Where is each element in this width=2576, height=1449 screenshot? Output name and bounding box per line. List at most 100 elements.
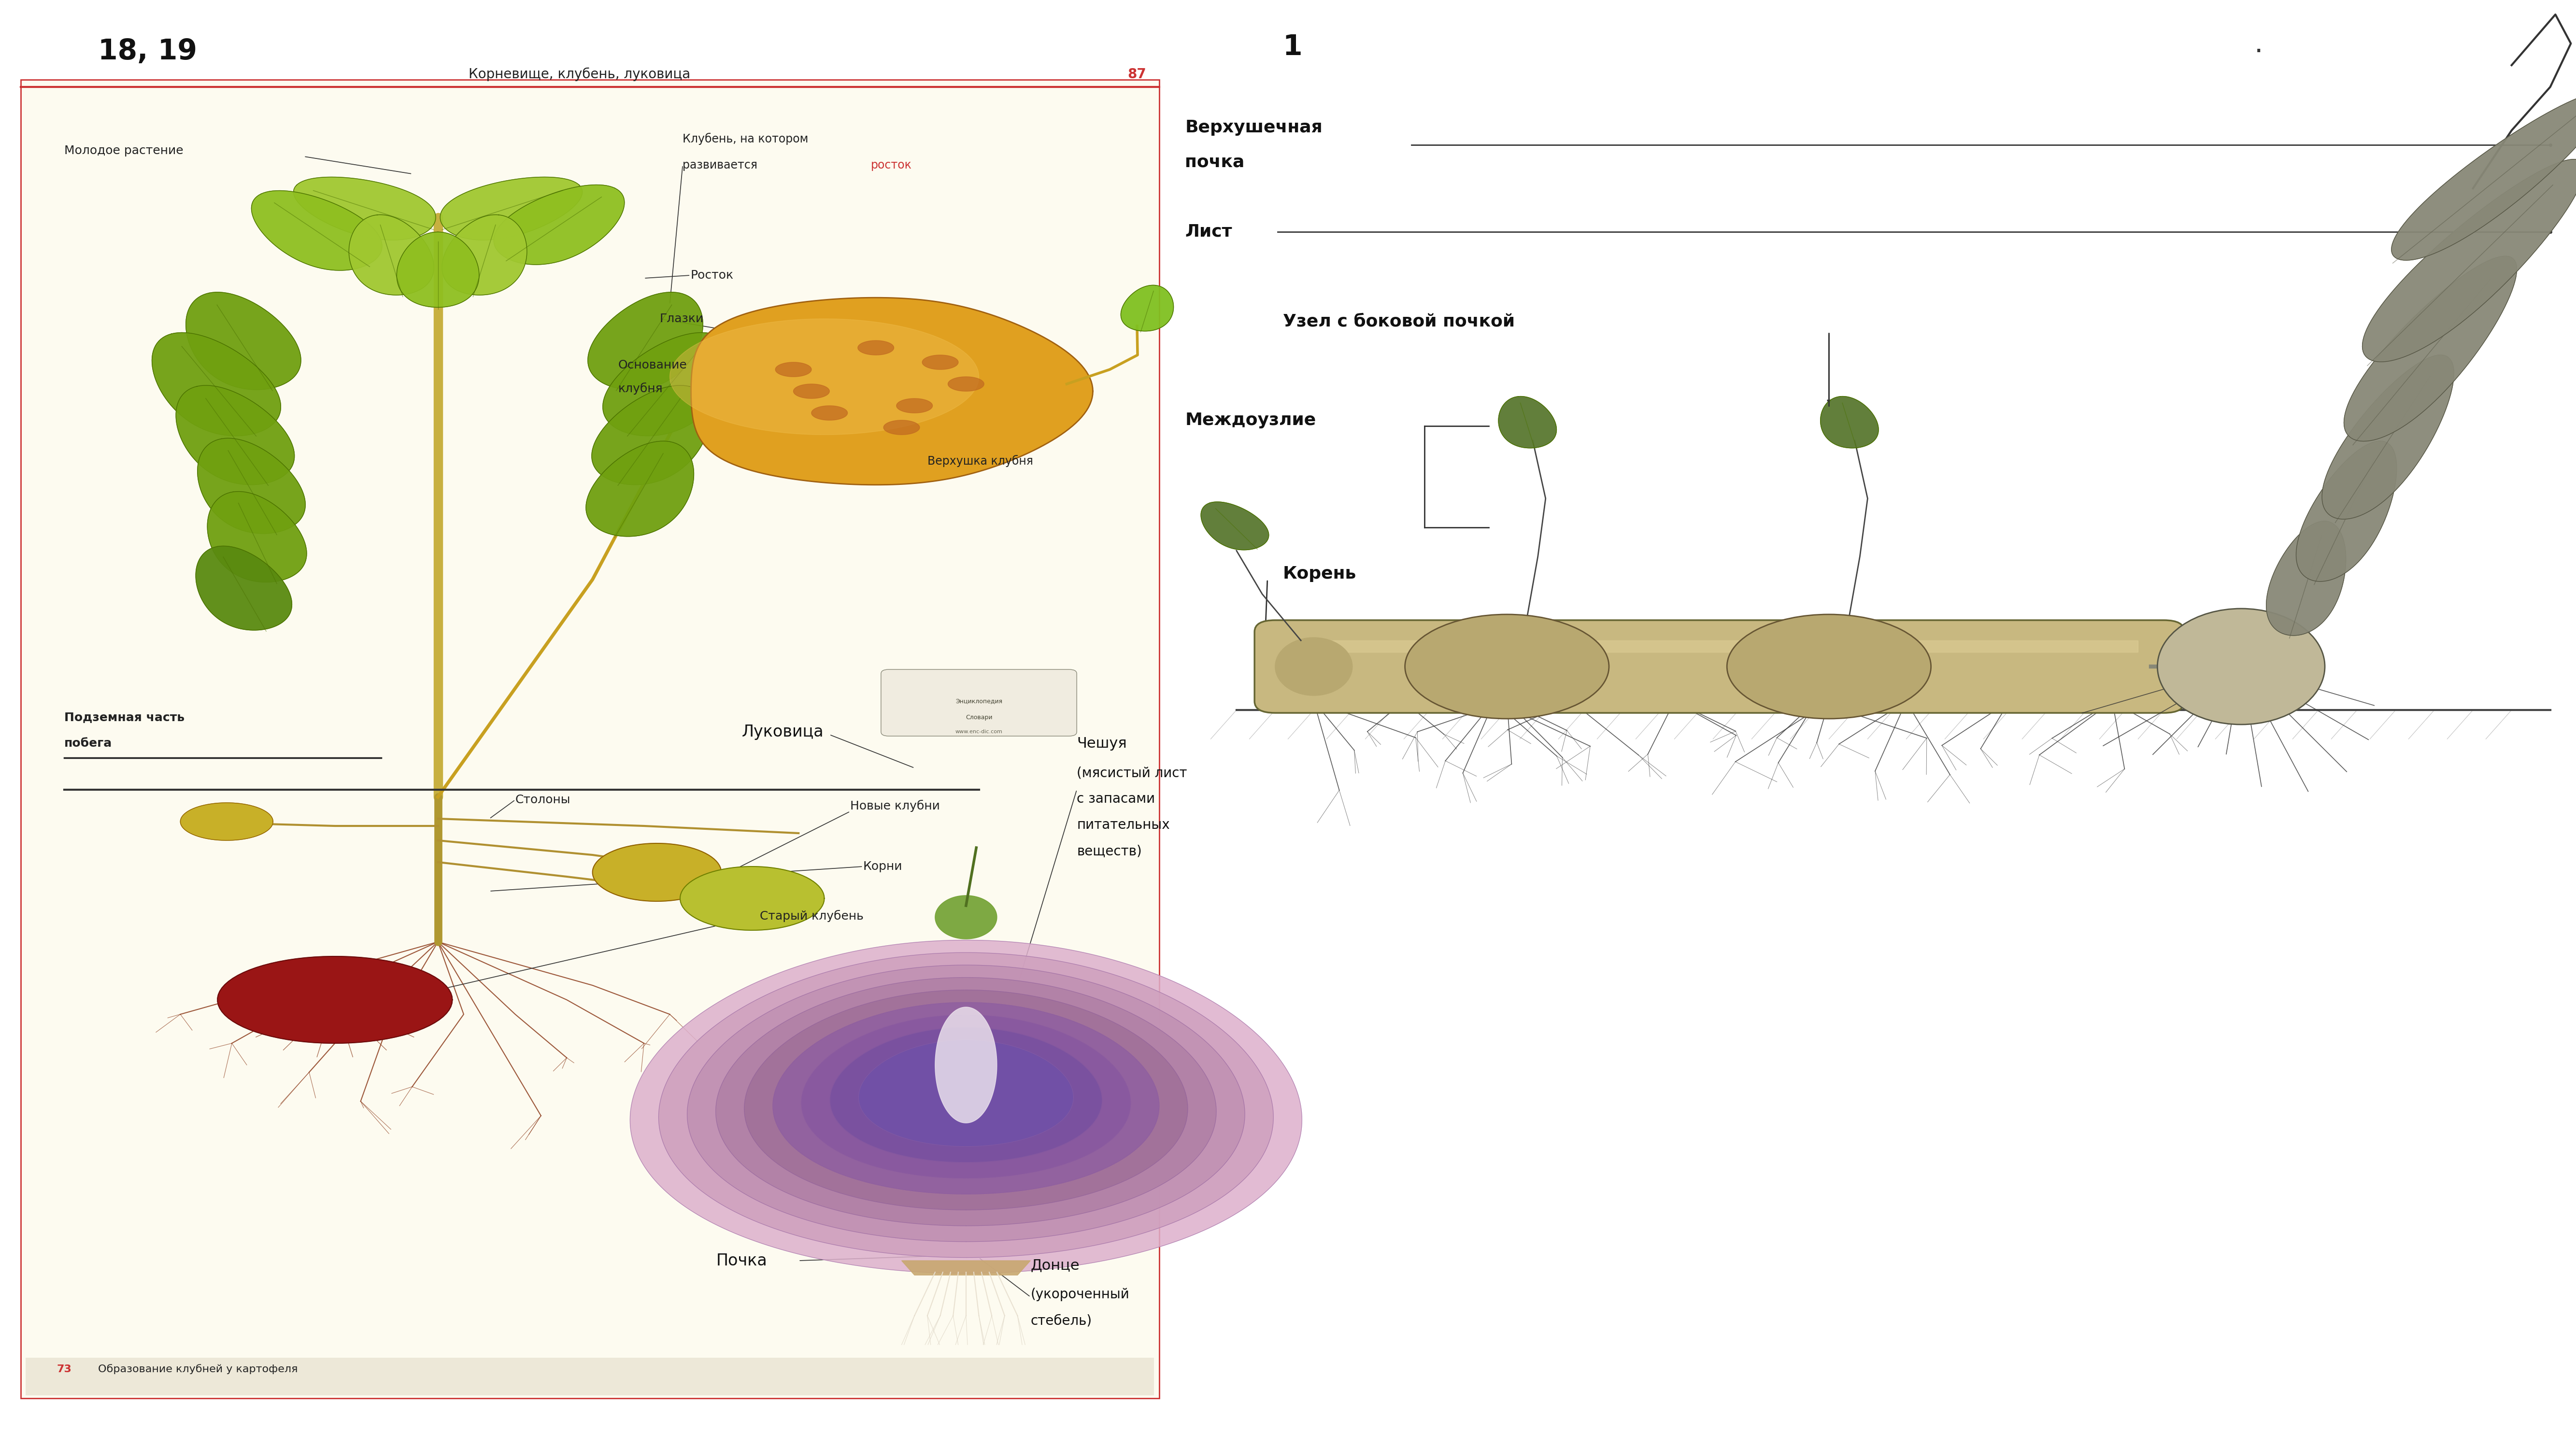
Text: (укороченный: (укороченный	[1030, 1288, 1128, 1301]
Polygon shape	[858, 341, 894, 355]
Text: питательных: питательных	[1077, 819, 1170, 832]
Polygon shape	[585, 440, 693, 536]
Polygon shape	[2267, 522, 2347, 636]
Text: Росток: Росток	[690, 270, 734, 281]
Polygon shape	[631, 940, 1301, 1274]
Polygon shape	[858, 1040, 1074, 1146]
Text: росток: росток	[871, 159, 912, 171]
Text: Корни: Корни	[863, 861, 902, 872]
FancyBboxPatch shape	[1255, 620, 2184, 713]
Polygon shape	[775, 362, 811, 377]
Polygon shape	[2362, 159, 2576, 362]
Polygon shape	[948, 377, 984, 391]
Text: Энциклопедия: Энциклопедия	[956, 698, 1002, 704]
Text: клубня: клубня	[618, 383, 662, 394]
Polygon shape	[1121, 285, 1175, 332]
Text: (мясистый лист: (мясистый лист	[1077, 767, 1188, 780]
Polygon shape	[603, 333, 732, 436]
Text: Почка: Почка	[716, 1252, 768, 1269]
Polygon shape	[592, 843, 721, 901]
Polygon shape	[1821, 397, 1878, 448]
Polygon shape	[896, 398, 933, 413]
Polygon shape	[935, 1007, 997, 1123]
Polygon shape	[2295, 440, 2396, 581]
Polygon shape	[397, 232, 479, 307]
Text: www.enc-dic.com: www.enc-dic.com	[956, 729, 1002, 735]
Polygon shape	[690, 297, 1092, 485]
Text: Старый клубень: Старый клубень	[760, 910, 863, 922]
Text: почка: почка	[1185, 154, 1244, 171]
Text: Словари: Словари	[966, 714, 992, 720]
Polygon shape	[1200, 501, 1270, 551]
Polygon shape	[196, 546, 291, 630]
Polygon shape	[443, 214, 528, 296]
Text: Глазки: Глазки	[659, 313, 703, 325]
Polygon shape	[811, 406, 848, 420]
Polygon shape	[773, 1003, 1159, 1194]
Polygon shape	[440, 177, 582, 241]
Polygon shape	[180, 803, 273, 840]
Text: 87: 87	[1128, 68, 1146, 81]
Polygon shape	[587, 293, 703, 390]
Polygon shape	[801, 1014, 1131, 1178]
Polygon shape	[348, 214, 433, 296]
Polygon shape	[659, 952, 1273, 1258]
Text: Молодое растение: Молодое растение	[64, 145, 183, 156]
FancyBboxPatch shape	[881, 669, 1077, 736]
FancyBboxPatch shape	[26, 1358, 1154, 1395]
Polygon shape	[829, 1027, 1103, 1162]
Polygon shape	[592, 385, 711, 485]
Text: 73: 73	[57, 1365, 72, 1374]
Text: Основание: Основание	[618, 359, 688, 371]
Polygon shape	[680, 867, 824, 930]
Text: Донце: Донце	[1030, 1258, 1079, 1272]
Text: Междоузлие: Междоузлие	[1185, 412, 1316, 429]
Text: Верхушка клубня: Верхушка клубня	[927, 455, 1033, 467]
Polygon shape	[175, 385, 294, 485]
Polygon shape	[922, 355, 958, 369]
Text: 18, 19: 18, 19	[98, 38, 196, 65]
Text: Корневище, клубень, луковица: Корневище, клубень, луковица	[469, 68, 690, 81]
Polygon shape	[1301, 640, 2138, 652]
Text: Верхушечная: Верхушечная	[1185, 119, 1321, 136]
Polygon shape	[670, 319, 979, 435]
Text: 1: 1	[1283, 33, 1303, 61]
Text: Лист: Лист	[1185, 223, 1231, 241]
Polygon shape	[1275, 638, 1352, 696]
Ellipse shape	[1404, 614, 1610, 719]
Polygon shape	[716, 978, 1216, 1226]
Text: Столоны: Столоны	[515, 794, 569, 806]
Polygon shape	[495, 185, 623, 265]
Polygon shape	[744, 990, 1188, 1210]
Text: развивается: развивается	[683, 159, 760, 171]
Text: веществ): веществ)	[1077, 845, 1141, 858]
Ellipse shape	[1726, 614, 1932, 719]
Text: Чешуя: Чешуя	[1077, 736, 1126, 751]
Polygon shape	[216, 956, 453, 1043]
Text: Образование клубней у картофеля: Образование клубней у картофеля	[98, 1365, 299, 1374]
Text: .: .	[2254, 30, 2262, 58]
Polygon shape	[688, 965, 1244, 1242]
Polygon shape	[206, 491, 307, 582]
Text: Узел с боковой почкой: Узел с боковой почкой	[1283, 313, 1515, 330]
Polygon shape	[2391, 93, 2576, 261]
Polygon shape	[884, 420, 920, 435]
Polygon shape	[1499, 397, 1556, 448]
FancyBboxPatch shape	[21, 80, 1159, 1398]
Polygon shape	[935, 895, 997, 939]
Text: Корень: Корень	[1283, 565, 1358, 582]
Text: Клубень, на котором: Клубень, на котором	[683, 133, 809, 145]
Text: Подземная часть: Подземная часть	[64, 711, 185, 723]
Polygon shape	[793, 384, 829, 398]
Text: побега: побега	[64, 738, 113, 749]
Text: Новые клубни: Новые клубни	[850, 800, 940, 811]
Polygon shape	[198, 438, 307, 533]
Polygon shape	[152, 333, 281, 436]
Polygon shape	[185, 293, 301, 390]
Polygon shape	[252, 191, 381, 271]
Text: с запасами: с запасами	[1077, 793, 1154, 806]
Polygon shape	[2321, 355, 2455, 519]
Ellipse shape	[2156, 609, 2326, 724]
Text: Луковица: Луковица	[742, 724, 824, 739]
Polygon shape	[294, 177, 435, 241]
